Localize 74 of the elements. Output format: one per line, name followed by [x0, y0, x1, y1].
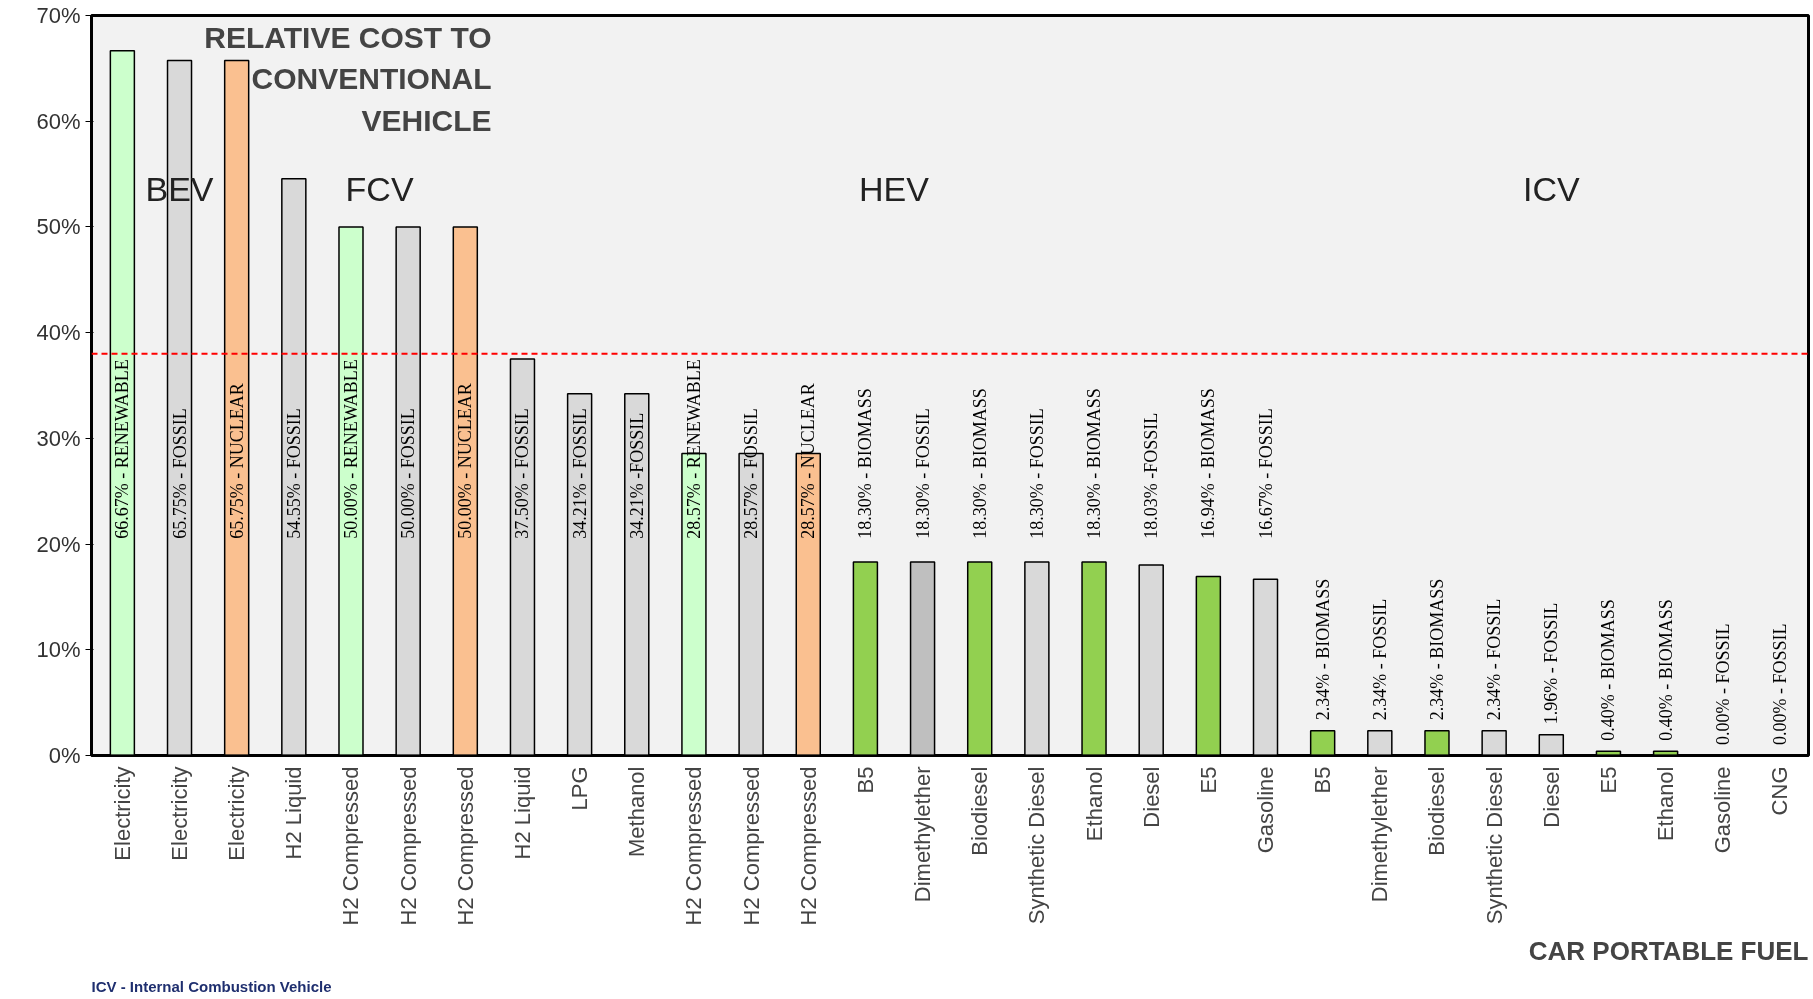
y-tick-label: 30% [36, 425, 81, 451]
y-tick-label: 70% [36, 3, 81, 28]
y-tick-label: 50% [36, 214, 81, 240]
x-tick-label: H2 Compressed [452, 766, 478, 926]
x-tick-label: B5 [852, 766, 878, 794]
y-tick-label: 60% [36, 108, 81, 134]
data-label: 28.57% - NUCLEAR [798, 383, 819, 539]
annotation: ICV [1522, 170, 1580, 209]
x-tick-label: H2 Compressed [795, 766, 821, 926]
data-label: 50.00% - FOSSIL [398, 408, 419, 539]
data-label: 34.21% - FOSSIL [569, 408, 590, 539]
data-label: 66.67% - RENEWABLE [112, 359, 133, 539]
x-tick-label: CNG [1767, 766, 1793, 816]
x-tick-label: Ethanol [1653, 766, 1679, 842]
data-label: 28.57% - RENEWABLE [683, 359, 704, 539]
x-tick-label: H2 Compressed [338, 766, 364, 926]
y-tick-label: 20% [36, 531, 81, 557]
data-label: 37.50% - FOSSIL [512, 408, 533, 539]
x-tick-label: Ethanol [1081, 766, 1107, 842]
x-tick-label: Biodiesel [1424, 766, 1450, 856]
x-tick-label: Electricity [109, 766, 135, 861]
data-label: 18.30% - BIOMASS [1084, 388, 1105, 539]
x-tick-label: Gasoline [1253, 766, 1279, 854]
x-tick-label: H2 Compressed [681, 766, 707, 926]
data-label: 0.40% - BIOMASS [1655, 599, 1676, 741]
x-tick-label: Electricity [167, 766, 193, 861]
data-label: 65.75% - NUCLEAR [226, 383, 247, 539]
data-label: 0.40% - BIOMASS [1598, 599, 1619, 741]
data-label: 54.55% - FOSSIL [283, 408, 304, 539]
x-tick-label: Methanol [624, 766, 650, 857]
y-tick-label: 0% [48, 743, 81, 768]
x-tick-label: Dimethylether [1367, 766, 1393, 903]
y-tick-label: 40% [36, 320, 81, 346]
x-tick-label: Electricity [224, 766, 250, 861]
data-label: 2.34% - BIOMASS [1426, 578, 1447, 721]
data-label: 0.00% - FOSSIL [1712, 623, 1733, 745]
x-tick-label: E5 [1595, 766, 1621, 794]
data-label: 18.30% - BIOMASS [855, 388, 876, 539]
x-tick-label: H2 Liquid [281, 766, 307, 860]
annotation: FCV [345, 170, 414, 209]
x-tick-label: H2 Compressed [738, 766, 764, 926]
x-tick-label: Biodiesel [967, 766, 993, 856]
x-tick-label: Dimethylether [910, 766, 936, 903]
data-label: 18.03% -FOSSIL [1141, 412, 1162, 539]
x-tick-label: Gasoline [1710, 766, 1736, 854]
x-tick-label: Diesel [1538, 766, 1564, 828]
annotation: HEV [859, 170, 930, 209]
x-tick-label: LPG [567, 766, 593, 811]
x-tick-label: H2 Compressed [395, 766, 421, 926]
data-label: 16.67% - FOSSIL [1255, 408, 1276, 539]
data-label: 18.30% - BIOMASS [969, 388, 990, 539]
data-label: 34.21% -FOSSIL [626, 412, 647, 539]
x-axis-title: CAR PORTABLE FUEL [1528, 935, 1809, 966]
data-label: 18.30% - FOSSIL [912, 408, 933, 539]
data-label: 18.30% - FOSSIL [1026, 408, 1047, 539]
x-tick-label: H2 Liquid [509, 766, 535, 860]
data-label: 1.96% - FOSSIL [1541, 602, 1562, 725]
data-label: 2.34% - FOSSIL [1484, 598, 1505, 721]
text: ICV - Internal Combustion Vehicle [91, 977, 332, 995]
x-tick-label: E5 [1195, 766, 1221, 794]
data-label: 2.34% - BIOMASS [1312, 578, 1333, 721]
data-label: 2.34% - FOSSIL [1369, 598, 1390, 721]
data-label: 65.75% - FOSSIL [169, 408, 190, 539]
y-tick-label: 10% [36, 637, 81, 663]
data-label: 0.00% - FOSSIL [1769, 623, 1790, 745]
x-tick-label: B5 [1310, 766, 1336, 794]
text: RELATIVE COST TO CONVENTIONAL VEHICLE [204, 21, 492, 137]
data-label: 50.00% - RENEWABLE [340, 359, 361, 539]
x-tick-label: Diesel [1138, 766, 1164, 828]
data-label: 50.00% - NUCLEAR [455, 383, 476, 539]
data-label: 16.94% - BIOMASS [1198, 388, 1219, 539]
x-tick-label: Synthetic Diesel [1024, 766, 1050, 925]
data-label: 28.57% - FOSSIL [741, 408, 762, 539]
x-tick-label: Synthetic Diesel [1481, 766, 1507, 925]
